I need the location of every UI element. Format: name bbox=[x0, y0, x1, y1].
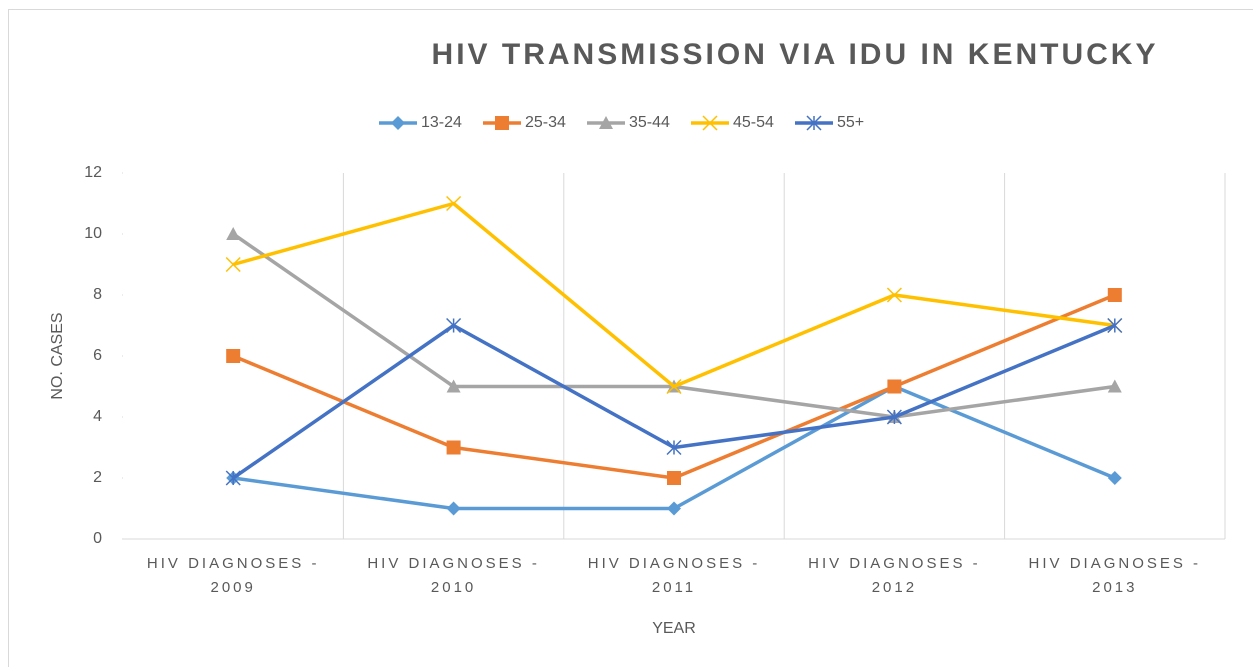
marker bbox=[225, 256, 241, 273]
chart-frame bbox=[8, 9, 1253, 667]
marker bbox=[391, 116, 405, 130]
marker bbox=[446, 440, 461, 455]
marker bbox=[1107, 471, 1122, 485]
marker bbox=[886, 409, 902, 425]
marker bbox=[666, 378, 682, 395]
y-tick-label: 8 bbox=[93, 286, 102, 303]
legend-label: 45-54 bbox=[733, 114, 774, 131]
legend-label: 25-34 bbox=[525, 114, 566, 131]
marker bbox=[599, 116, 613, 129]
marker bbox=[446, 195, 462, 212]
y-tick-label: 10 bbox=[84, 225, 102, 242]
marker bbox=[226, 349, 241, 363]
legend-label: 55+ bbox=[837, 114, 864, 131]
marker bbox=[446, 501, 461, 516]
x-tick-label: HIV DIAGNOSES - 2010 bbox=[367, 555, 540, 596]
marker bbox=[886, 287, 902, 303]
legend-label: 13-24 bbox=[421, 114, 462, 131]
chart-title: HIV TRANSMISSION VIA IDU IN KENTUCKY bbox=[432, 38, 1159, 71]
marker bbox=[225, 470, 241, 486]
y-tick-label: 2 bbox=[93, 469, 102, 486]
x-tick-label: HIV DIAGNOSES - 2012 bbox=[808, 555, 981, 596]
marker bbox=[887, 379, 902, 394]
marker bbox=[495, 116, 509, 130]
y-axis-label: NO. CASES bbox=[49, 312, 66, 399]
marker bbox=[702, 115, 718, 131]
x-tick-label: HIV DIAGNOSES - 2013 bbox=[1028, 555, 1202, 596]
y-tick-label: 12 bbox=[84, 164, 102, 181]
marker bbox=[806, 115, 822, 131]
x-tick-label: HIV DIAGNOSES - 2011 bbox=[587, 555, 761, 596]
y-tick-label: 0 bbox=[93, 530, 102, 547]
marker bbox=[1107, 379, 1122, 393]
marker bbox=[446, 379, 461, 393]
marker bbox=[667, 471, 681, 485]
x-axis-label: YEAR bbox=[652, 620, 696, 637]
legend-label: 35-44 bbox=[629, 114, 670, 131]
marker bbox=[1107, 317, 1123, 334]
marker bbox=[1107, 288, 1122, 302]
y-tick-label: 4 bbox=[93, 408, 102, 425]
y-tick-label: 6 bbox=[93, 347, 102, 364]
series-line bbox=[232, 201, 1116, 389]
marker bbox=[446, 317, 462, 334]
marker bbox=[226, 227, 241, 240]
x-tick-label: HIV DIAGNOSES - 2009 bbox=[146, 555, 320, 596]
marker bbox=[667, 501, 681, 516]
marker bbox=[666, 439, 682, 456]
